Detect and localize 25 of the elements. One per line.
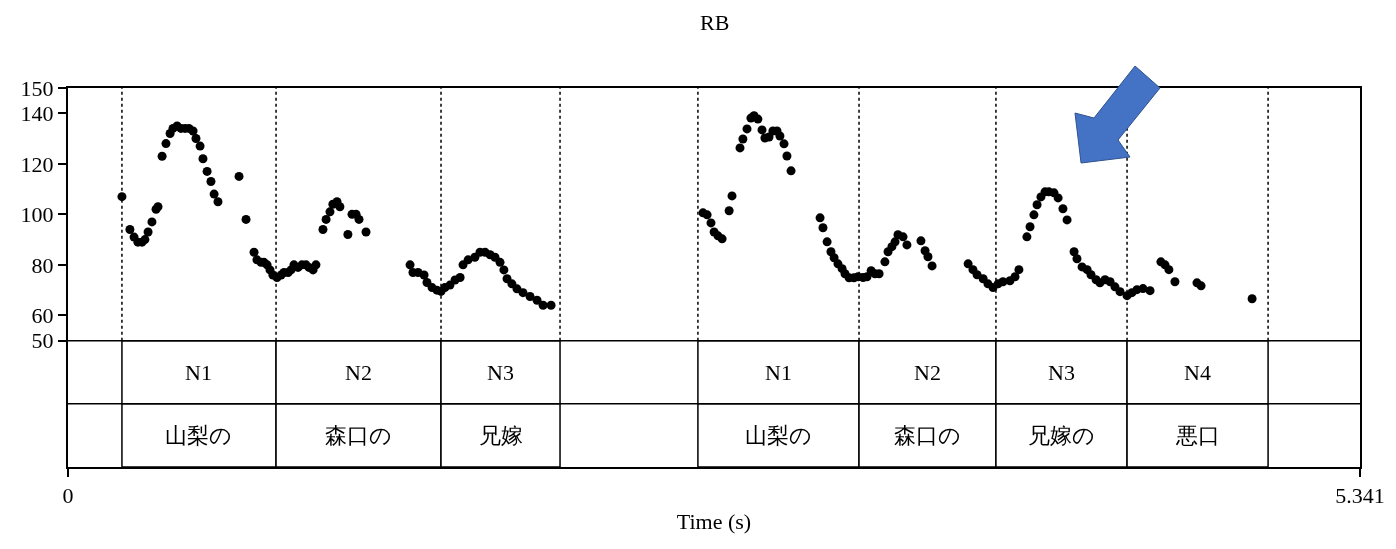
band-label: 山梨の [745,423,812,448]
band-label: N2 [345,360,372,385]
band-label: N2 [914,360,941,385]
band-label: N3 [487,360,514,385]
y-tick-label: 100 [20,202,54,228]
band-label: 悪口 [1175,423,1220,448]
x-axis-title: Time (s) [676,508,752,534]
y-tick-label: 60 [31,303,54,329]
y-tick-label: 150 [20,75,54,101]
band-label: 兄嫁 [479,423,523,448]
band-label: N1 [765,360,792,385]
chart-title: RB [700,10,730,35]
band-label: N1 [185,360,212,385]
band-label: 兄嫁の [1028,423,1095,448]
x-tick-label: 0 [62,483,74,509]
band-label: 森口の [325,423,392,448]
band-label: N4 [1184,360,1211,385]
x-tick-label: 5.341 [1335,483,1385,509]
band-label: 山梨の [165,423,232,448]
band-label: 森口の [894,423,961,448]
y-tick-label: 50 [31,328,54,354]
y-tick-label: 140 [20,100,54,126]
y-tick-label: 80 [31,252,54,278]
y-tick-label: 120 [20,151,54,177]
band-label: N3 [1048,360,1075,385]
